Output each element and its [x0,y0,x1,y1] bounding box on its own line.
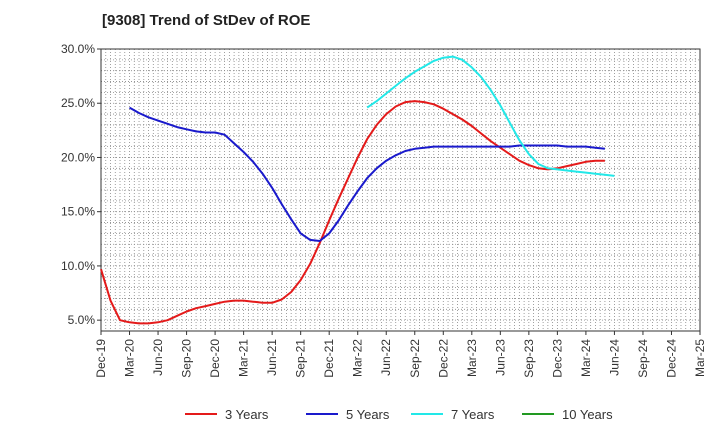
x-tick-label: Sep-20 [180,339,194,378]
y-tick-label: 10.0% [61,259,95,273]
legend-label: 5 Years [346,407,390,422]
x-tick-label: Mar-24 [579,339,593,377]
x-tick-label: Sep-21 [294,339,308,378]
legend: 3 Years 5 Years 7 Years 10 Years [185,407,613,422]
x-tick-label: Mar-23 [465,339,479,377]
x-tick-label: Jun-24 [607,339,621,376]
x-tick-label: Mar-21 [237,339,251,377]
x-tick-label: Sep-24 [636,339,650,378]
x-tick-label: Jun-23 [493,339,507,376]
x-tick-label: Jun-20 [151,339,165,376]
series-line-5-years [129,106,606,242]
series-line-7-years [366,55,615,177]
x-tick-label: Dec-19 [94,339,108,378]
x-tick-label: Mar-25 [693,339,707,377]
x-tick-label: Jun-22 [379,339,393,376]
x-tick-label: Mar-20 [123,339,137,377]
y-tick-label: 20.0% [61,150,95,164]
x-tick-label: Dec-21 [322,339,336,378]
x-tick-label: Sep-23 [522,339,536,378]
x-tick-label: Dec-23 [550,339,564,378]
x-tick-label: Jun-21 [265,339,279,376]
y-tick-label: 30.0% [61,42,95,56]
x-tick-label: Dec-22 [436,339,450,378]
y-tick-label: 25.0% [61,96,95,110]
plot-frame [100,48,701,332]
grid-lines [100,48,701,332]
x-tick-label: Mar-22 [351,339,365,377]
x-tick-label: Sep-22 [408,339,422,378]
y-tick-label: 5.0% [68,313,96,327]
legend-label: 7 Years [451,407,495,422]
legend-label: 10 Years [562,407,613,422]
chart-title: [9308] Trend of StDev of ROE [102,12,311,29]
legend-label: 3 Years [225,407,269,422]
x-tick-label: Dec-24 [664,339,678,378]
x-tick-label: Dec-20 [208,339,222,378]
y-tick-label: 15.0% [61,205,95,219]
series-line-3-years [100,100,605,325]
